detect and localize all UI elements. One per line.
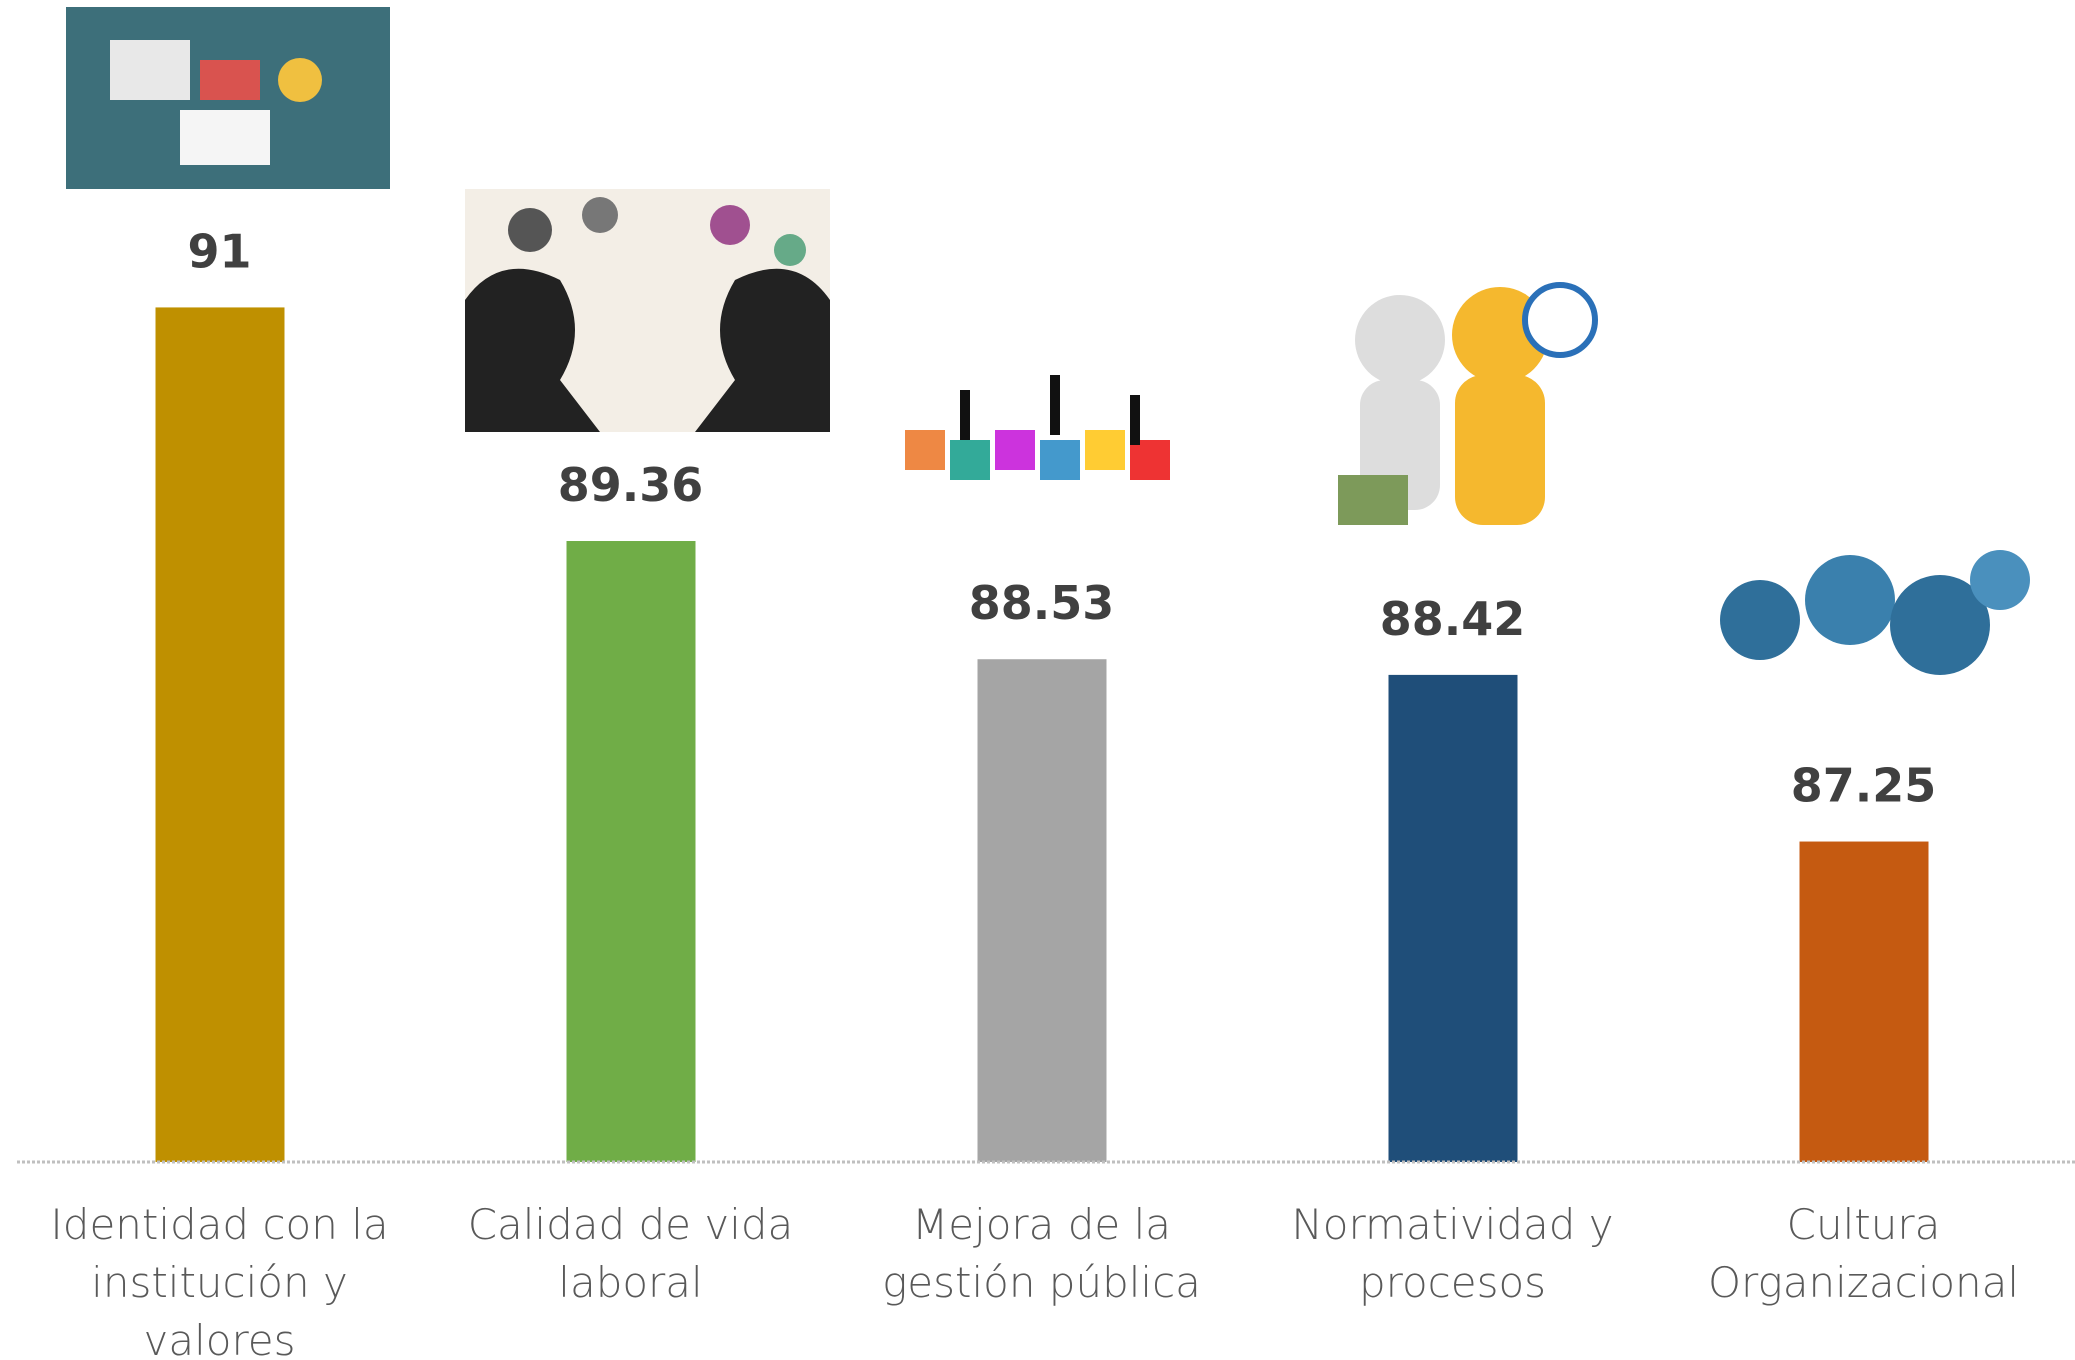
x-tick-label: Calidad de vida laboral [467, 1200, 794, 1307]
illustration-2 [465, 189, 830, 432]
bar [1799, 841, 1929, 1162]
data-label: 87.25 [1791, 759, 1937, 813]
bar [155, 307, 285, 1162]
illustration-4 [1338, 282, 1598, 525]
x-tick-label: Normatividad y procesos [1291, 1200, 1614, 1307]
illustration-3 [905, 375, 1170, 480]
x-tick-label: Identidad con la institución y valores [50, 1200, 389, 1360]
bar [1388, 674, 1518, 1162]
data-label: 91 [187, 224, 251, 278]
data-label: 88.42 [1380, 592, 1526, 646]
x-tick-label: Cultura Organizacional [1707, 1200, 2020, 1307]
bar [977, 659, 1107, 1162]
x-tick-label: Mejora de la gestión pública [882, 1200, 1201, 1307]
bar [566, 541, 696, 1162]
illustration-5 [1647, 545, 2052, 718]
illustration-1 [66, 7, 390, 189]
data-label: 89.36 [558, 458, 704, 512]
data-label: 88.53 [969, 576, 1115, 630]
